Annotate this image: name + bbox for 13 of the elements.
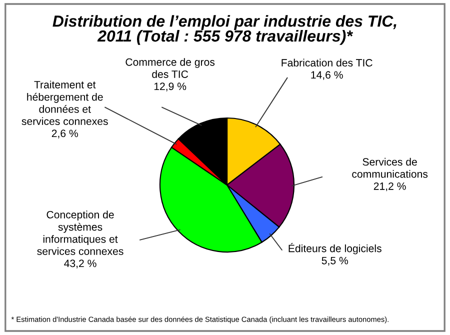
data-label: 14,6 %: [311, 71, 343, 80]
data-label: 43,2 %: [64, 260, 96, 268]
data-label: 2,6 %: [52, 130, 78, 138]
data-label: 21,2 %: [374, 182, 406, 192]
slice-label: Services de communications: [352, 158, 428, 178]
slice-label: Éditeurs de logiciels: [288, 242, 382, 254]
slice-label: Commerce de gros des TIC: [126, 58, 215, 78]
data-label: 5,5 %: [322, 256, 348, 266]
slice-label: Fabrication des TIC: [282, 58, 372, 67]
data-label: 12,9 %: [154, 82, 186, 92]
slice-label: Conception de systèmes informatiques et services connexes: [37, 210, 124, 255]
chart-title: Distribution de l’emploi par industrie des TIC, 2011 (Total : 555 978 travailleurs)*: [52, 15, 396, 45]
slice-label: Traitement et hébergement de données et services connexes: [22, 80, 108, 126]
